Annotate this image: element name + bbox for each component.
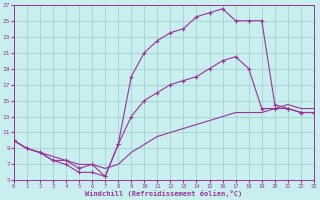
X-axis label: Windchill (Refroidissement éolien,°C): Windchill (Refroidissement éolien,°C) xyxy=(85,190,243,197)
